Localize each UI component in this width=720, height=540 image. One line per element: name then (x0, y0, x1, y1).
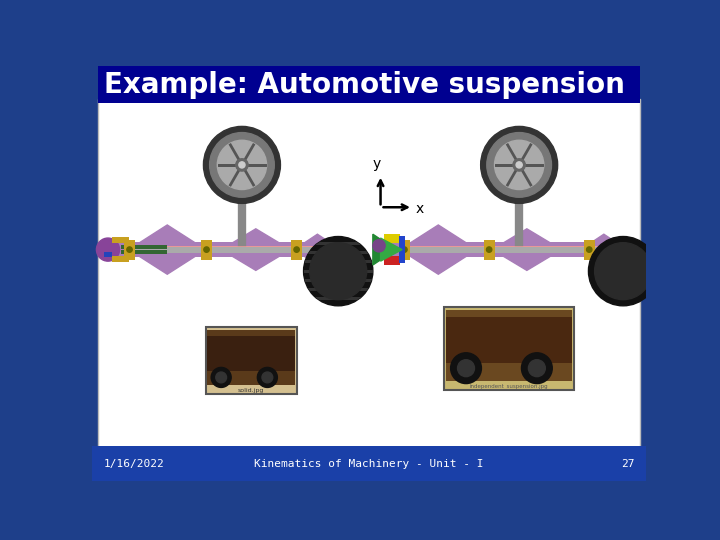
Bar (207, 336, 295, 372)
Circle shape (239, 162, 245, 168)
Circle shape (495, 140, 544, 190)
Circle shape (528, 360, 545, 377)
Text: 27: 27 (621, 458, 634, 469)
Bar (98, 99, 640, 473)
Circle shape (216, 372, 227, 383)
Text: x: x (416, 202, 424, 216)
Polygon shape (221, 229, 290, 271)
Bar (112, 256, 129, 262)
Polygon shape (381, 238, 402, 261)
Circle shape (204, 126, 281, 204)
Circle shape (487, 247, 492, 252)
Circle shape (304, 237, 373, 306)
Circle shape (262, 372, 273, 383)
Bar (399, 236, 405, 264)
Bar (584, 240, 595, 260)
Bar (484, 240, 495, 260)
Bar (201, 240, 212, 260)
Polygon shape (373, 234, 396, 265)
Circle shape (217, 140, 266, 190)
Bar (140, 247, 307, 253)
Bar (601, 246, 631, 253)
Bar (291, 240, 302, 260)
Circle shape (204, 247, 210, 252)
Circle shape (521, 353, 552, 383)
Bar (124, 240, 135, 260)
Circle shape (96, 238, 120, 261)
Text: Example: Automotive suspension: Example: Automotive suspension (104, 71, 625, 99)
Bar (384, 234, 400, 244)
Circle shape (310, 242, 366, 300)
Polygon shape (581, 234, 627, 265)
Bar (104, 252, 112, 257)
Bar (404, 247, 616, 249)
Bar (125, 246, 323, 253)
Circle shape (487, 132, 552, 197)
Circle shape (457, 360, 474, 377)
Bar (399, 240, 410, 260)
Circle shape (595, 242, 652, 300)
Polygon shape (294, 234, 341, 265)
Bar (384, 256, 400, 265)
Circle shape (402, 247, 407, 252)
Bar (444, 307, 574, 390)
Bar (121, 251, 167, 254)
Circle shape (257, 367, 277, 387)
Text: 1/16/2022: 1/16/2022 (104, 458, 164, 469)
Circle shape (210, 132, 274, 197)
Bar (121, 245, 167, 249)
Text: y: y (372, 157, 381, 171)
Circle shape (587, 247, 592, 252)
Bar (206, 327, 297, 394)
Bar (112, 237, 129, 244)
Bar (446, 309, 572, 381)
Bar (304, 298, 373, 300)
Circle shape (588, 237, 658, 306)
Circle shape (373, 240, 385, 252)
Circle shape (481, 126, 558, 204)
Bar (207, 330, 295, 385)
Text: independent_suspension.jpg: independent_suspension.jpg (470, 383, 549, 389)
Bar (388, 242, 631, 257)
Bar (446, 316, 572, 363)
Polygon shape (129, 225, 206, 274)
Bar (304, 269, 373, 273)
Bar (92, 446, 647, 481)
Bar (304, 288, 373, 291)
Circle shape (516, 162, 522, 168)
Bar (404, 246, 611, 253)
Bar (98, 66, 640, 103)
Bar (304, 242, 373, 245)
Bar (325, 246, 356, 253)
Bar (404, 249, 616, 253)
Bar (106, 242, 346, 257)
Circle shape (294, 247, 300, 252)
Text: solid.jpg: solid.jpg (238, 388, 264, 393)
Bar (419, 247, 600, 253)
Circle shape (127, 247, 132, 252)
Text: Kinematics of Machinery - Unit - I: Kinematics of Machinery - Unit - I (254, 458, 484, 469)
Bar (304, 251, 373, 254)
Circle shape (513, 159, 526, 171)
Polygon shape (400, 225, 477, 274)
Circle shape (451, 353, 482, 383)
Bar (125, 247, 327, 249)
Polygon shape (492, 229, 562, 271)
Bar (304, 279, 373, 282)
Bar (304, 260, 373, 264)
Circle shape (211, 367, 231, 387)
Circle shape (235, 159, 248, 171)
Bar (125, 249, 327, 253)
